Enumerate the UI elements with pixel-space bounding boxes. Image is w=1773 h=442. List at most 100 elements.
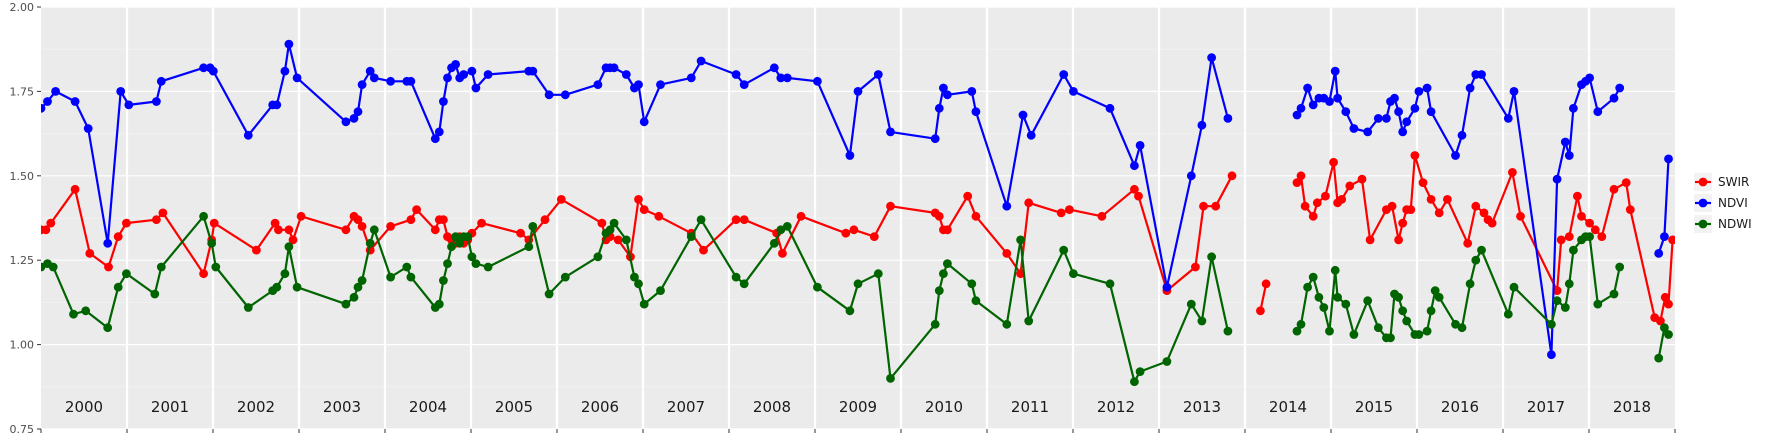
data-point (1547, 319, 1556, 329)
data-point (1426, 195, 1436, 204)
year-label: 2016 (1441, 398, 1479, 416)
year-label: 2001 (151, 398, 189, 416)
data-point (406, 272, 416, 282)
data-point (284, 225, 294, 235)
data-point (467, 252, 477, 262)
data-point (544, 289, 554, 299)
data-point (1509, 87, 1519, 96)
data-point (630, 272, 639, 282)
data-point (477, 218, 486, 228)
data-point (873, 269, 883, 279)
data-point (1130, 184, 1139, 194)
data-point (353, 282, 363, 292)
data-point (1590, 225, 1600, 235)
data-point (103, 323, 113, 333)
data-point (83, 124, 93, 133)
data-point (1479, 208, 1489, 218)
data-point (463, 232, 473, 242)
data-point (443, 73, 452, 83)
data-point (1186, 299, 1196, 309)
data-point (341, 117, 351, 127)
data-point (943, 259, 952, 268)
data-point (634, 279, 643, 289)
data-point (1162, 282, 1172, 292)
data-point (1296, 319, 1306, 329)
legend-label: NDVI (1718, 196, 1748, 210)
data-point (621, 70, 631, 79)
data-point (1414, 330, 1424, 339)
data-point (1059, 245, 1069, 255)
data-point (70, 184, 80, 194)
data-point (1097, 211, 1107, 221)
data-point (369, 73, 379, 83)
year-label: 2015 (1355, 398, 1393, 416)
data-point (1330, 265, 1340, 275)
data-point (69, 309, 78, 319)
data-point (593, 80, 603, 89)
data-point (544, 90, 554, 100)
data-point (272, 100, 282, 110)
data-point (1434, 292, 1444, 302)
data-point (41, 103, 46, 113)
data-point (1394, 235, 1403, 245)
data-point (934, 211, 944, 221)
data-point (782, 222, 792, 231)
data-point (1656, 316, 1665, 326)
data-point (199, 63, 209, 73)
data-point (1422, 326, 1432, 336)
data-point (1609, 184, 1619, 194)
data-point (1325, 326, 1334, 336)
data-point (1329, 157, 1338, 167)
data-point (1597, 232, 1607, 242)
data-point (1569, 103, 1578, 113)
data-point (1552, 286, 1562, 295)
data-point (967, 279, 977, 289)
data-point (971, 107, 981, 117)
data-point (963, 191, 973, 201)
data-point (1564, 151, 1574, 160)
data-point (654, 211, 664, 221)
data-point (1256, 306, 1265, 316)
data-point (1660, 292, 1670, 302)
data-point (1333, 93, 1342, 103)
legend-item-ndvi: NDVI (1694, 194, 1748, 212)
data-point (152, 215, 161, 225)
data-point (209, 218, 219, 228)
data-point (1443, 195, 1452, 204)
data-point (1585, 73, 1594, 83)
data-point (1426, 107, 1436, 117)
data-point (483, 70, 493, 79)
data-point (386, 222, 395, 231)
year-label: 2000 (65, 398, 103, 416)
data-point (1406, 205, 1416, 215)
data-point (739, 215, 749, 225)
data-point (1337, 195, 1347, 204)
data-point (1308, 272, 1318, 282)
data-point (853, 87, 863, 96)
data-point (1105, 279, 1115, 289)
data-point (1547, 350, 1556, 360)
data-point (434, 299, 444, 309)
data-point (1197, 120, 1207, 130)
data-point (1292, 110, 1302, 120)
series-ndwi (41, 211, 1673, 387)
data-point (1585, 232, 1594, 242)
data-point (1223, 114, 1233, 123)
data-point (341, 299, 351, 309)
data-point (1333, 292, 1342, 302)
data-point (1303, 282, 1312, 292)
data-point (1024, 316, 1034, 326)
data-point (434, 127, 444, 137)
year-label: 2013 (1183, 398, 1221, 416)
data-point (849, 225, 859, 235)
data-point (1560, 137, 1570, 147)
data-point (81, 306, 91, 316)
y-tick-label: 1.00 (10, 339, 35, 352)
data-point (406, 76, 416, 86)
data-point (1457, 323, 1467, 333)
data-point (1654, 353, 1664, 363)
data-point (471, 83, 481, 93)
data-point (1434, 208, 1444, 218)
data-point (1552, 174, 1562, 184)
data-point (252, 245, 261, 255)
